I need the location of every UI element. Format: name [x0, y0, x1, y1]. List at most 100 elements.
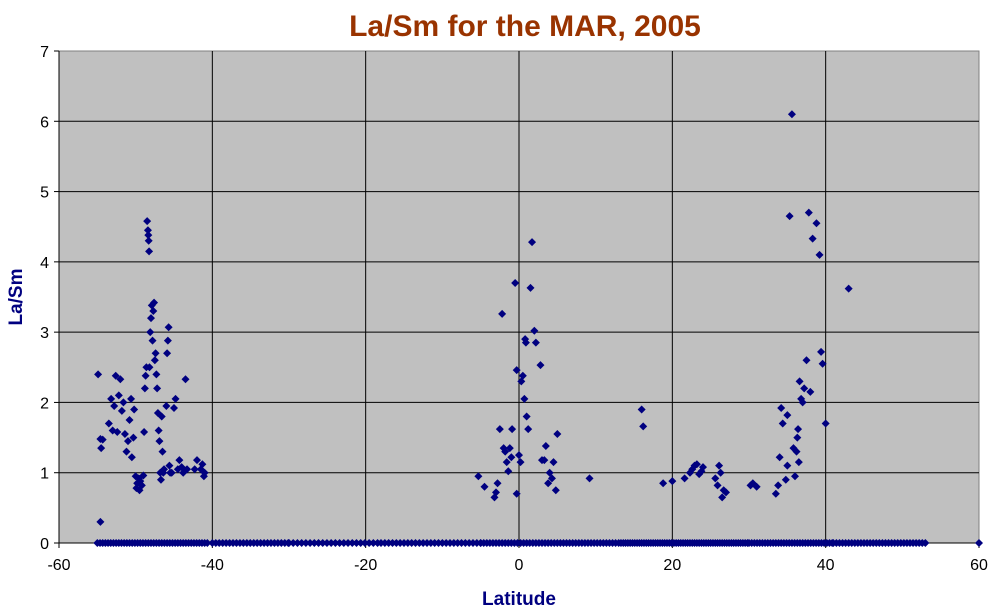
data-point — [505, 444, 514, 453]
data-point — [137, 481, 146, 490]
zero-data-point — [921, 539, 930, 547]
data-point — [165, 461, 174, 470]
data-point — [794, 458, 803, 467]
data-point — [524, 425, 533, 434]
data-point — [198, 460, 207, 469]
x-axis-label: Latitude — [482, 589, 556, 610]
data-point — [110, 401, 119, 410]
data-point — [795, 377, 804, 386]
data-point — [716, 468, 725, 477]
zero-data-point — [318, 539, 327, 547]
data-point — [181, 375, 190, 384]
data-point — [711, 474, 720, 483]
data-point — [518, 371, 527, 380]
data-point — [129, 433, 138, 442]
data-point — [156, 475, 165, 484]
data-point — [798, 398, 807, 407]
data-point — [549, 458, 558, 467]
x-tick-label: -40 — [201, 557, 224, 574]
data-point — [150, 298, 159, 307]
data-point — [783, 411, 792, 420]
data-point — [785, 212, 794, 221]
data-point — [585, 474, 594, 483]
y-tick-label: 4 — [40, 255, 49, 272]
zero-data-point — [360, 539, 369, 547]
data-point — [531, 338, 540, 347]
data-point — [530, 326, 539, 335]
data-point — [143, 226, 152, 235]
data-point — [792, 447, 801, 456]
data-point — [812, 219, 821, 228]
zero-data-point — [203, 539, 212, 547]
data-point — [715, 461, 724, 470]
data-point — [127, 453, 136, 462]
data-point — [151, 349, 160, 358]
data-point — [821, 419, 830, 428]
x-axis-ticks: -60 -40 -20 0 20 40 60 — [47, 543, 988, 574]
y-tick-label: 0 — [40, 536, 49, 553]
zero-data-point — [365, 539, 374, 547]
data-point — [154, 426, 163, 435]
y-tick-label: 7 — [40, 44, 49, 61]
data-point — [149, 307, 158, 316]
data-point — [520, 394, 529, 403]
data-point — [145, 247, 154, 256]
data-point — [501, 447, 510, 456]
data-point — [787, 110, 796, 119]
data-point — [175, 456, 184, 465]
data-point — [167, 468, 176, 477]
data-point — [659, 479, 668, 488]
data-point — [522, 412, 531, 421]
data-point — [130, 405, 139, 414]
zero-data-point — [356, 539, 365, 547]
data-point — [498, 309, 507, 318]
data-point — [200, 468, 209, 477]
data-point — [512, 366, 521, 375]
zero-value-markers — [93, 539, 930, 547]
x-tick-label: -20 — [354, 557, 377, 574]
data-point — [800, 384, 809, 393]
y-tick-label: 2 — [40, 395, 49, 412]
data-point — [96, 517, 105, 526]
data-point — [155, 437, 164, 446]
data-point — [692, 460, 701, 469]
data-point — [791, 472, 799, 481]
data-point — [146, 328, 155, 337]
x-tick-label: -60 — [47, 557, 70, 574]
data-point — [515, 451, 523, 460]
zero-data-point — [335, 539, 344, 547]
data-point — [144, 236, 153, 245]
data-point — [551, 486, 560, 495]
data-point — [815, 250, 824, 259]
y-axis-label: La/Sm — [6, 268, 27, 325]
data-point — [844, 284, 853, 293]
data-point — [153, 384, 162, 393]
data-point — [517, 377, 526, 386]
zero-data-point — [297, 539, 306, 547]
data-point — [512, 489, 521, 498]
zero-data-point — [293, 539, 302, 547]
data-point — [778, 419, 787, 428]
y-tick-label: 3 — [40, 325, 49, 342]
data-point — [802, 356, 811, 365]
x-tick-label: 0 — [515, 557, 524, 574]
data-point — [163, 349, 172, 358]
data-point — [143, 217, 152, 226]
data-point — [116, 375, 125, 384]
data-point — [639, 422, 648, 431]
data-point — [104, 419, 113, 428]
zero-data-point — [301, 539, 310, 547]
data-point — [141, 371, 150, 380]
y-tick-label: 5 — [40, 185, 49, 202]
y-tick-label: 6 — [40, 114, 49, 131]
y-tick-label: 1 — [40, 466, 49, 483]
data-point — [111, 371, 120, 380]
data-point — [119, 398, 128, 407]
data-point — [107, 394, 116, 403]
data-point — [541, 442, 550, 451]
data-point — [817, 347, 826, 356]
data-point — [540, 456, 549, 465]
data-point — [713, 481, 722, 490]
zero-data-point — [369, 539, 378, 547]
